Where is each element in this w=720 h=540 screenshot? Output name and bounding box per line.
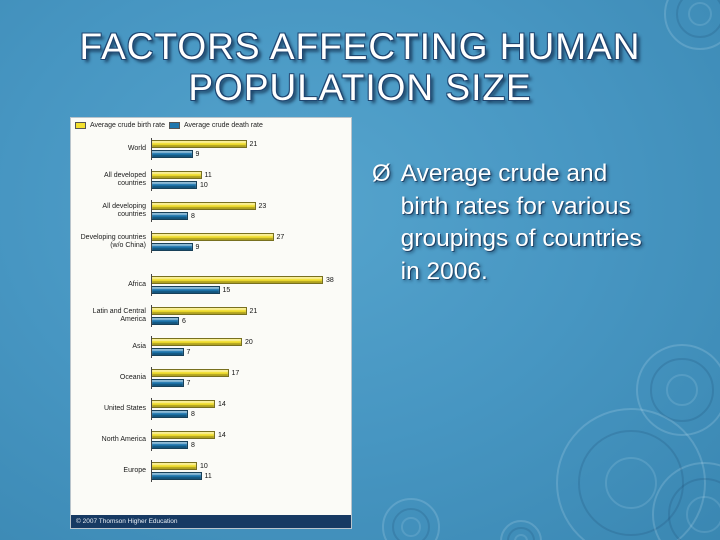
death-rate-bar xyxy=(152,317,179,325)
category-bars: 21 9 xyxy=(151,138,347,160)
death-rate-legend-label: Average crude death rate xyxy=(183,122,263,129)
bar-value-label: 14 xyxy=(218,431,226,439)
category-bars: 27 9 xyxy=(151,231,347,253)
chart-row: Oceania 17 7 xyxy=(75,363,347,393)
birth-rate-bar xyxy=(152,338,242,346)
chart-row: United States 14 8 xyxy=(75,394,347,424)
birth-rate-bar xyxy=(152,400,215,408)
chart-panel: Average crude birth rate Average crude d… xyxy=(70,117,352,529)
category-label: Africa xyxy=(128,280,146,288)
title-line-2: POPULATION SIZE xyxy=(188,67,532,109)
death-rate-bar xyxy=(152,410,188,418)
birth-rate-bar xyxy=(152,369,229,377)
chart-row: Europe 10 11 xyxy=(75,456,347,486)
category-label: All developing countries xyxy=(102,202,146,218)
death-rate-bar xyxy=(152,472,202,480)
death-rate-bar xyxy=(152,348,184,356)
chart-row: All developing countries 23 8 xyxy=(75,196,347,226)
death-rate-bar xyxy=(152,243,193,251)
category-bars: 38 15 xyxy=(151,274,347,296)
category-bars: 11 10 xyxy=(151,169,347,191)
death-rate-bar xyxy=(152,441,188,449)
bullet-item: Ø Average crude and birth rates for vari… xyxy=(372,158,672,288)
ripple-decoration xyxy=(500,520,542,540)
bar-value-label: 14 xyxy=(218,400,226,408)
bar-value-label: 8 xyxy=(191,212,195,220)
chart-row: Africa 38 15 xyxy=(75,270,347,300)
birth-rate-bar xyxy=(152,276,323,284)
category-label: United States xyxy=(103,404,146,412)
birth-rate-bar xyxy=(152,431,215,439)
bar-value-label: 8 xyxy=(191,441,195,449)
category-bars: 10 11 xyxy=(151,460,347,482)
birth-rate-swatch xyxy=(75,122,86,129)
bar-value-label: 7 xyxy=(186,379,191,387)
category-label: Developing countries (w/o China) xyxy=(80,233,146,249)
chart-footer: © 2007 Thomson Higher Education xyxy=(71,515,351,528)
bar-value-label: 21 xyxy=(249,140,258,148)
bar-value-label: 17 xyxy=(231,369,240,377)
bar-value-label: 27 xyxy=(276,233,285,241)
death-rate-bar xyxy=(152,379,184,387)
bar-value-label: 10 xyxy=(200,462,208,470)
bullet-text: Average crude and birth rates for variou… xyxy=(400,160,642,285)
category-label: Europe xyxy=(123,466,146,474)
category-bars: 20 7 xyxy=(151,336,347,358)
category-label: All developed countries xyxy=(103,171,146,187)
ripple-decoration xyxy=(382,498,440,540)
category-bars: 14 8 xyxy=(151,429,347,451)
birth-rate-bar xyxy=(152,233,274,241)
birth-rate-bar xyxy=(152,202,256,210)
bar-value-label: 20 xyxy=(245,338,253,346)
title-line-1: FACTORS AFFECTING HUMAN xyxy=(79,26,641,67)
bar-value-label: 7 xyxy=(186,348,191,356)
death-rate-bar xyxy=(152,212,188,220)
bar-value-label: 9 xyxy=(195,150,200,158)
category-bars: 17 7 xyxy=(151,367,347,389)
chart-row: Latin and Central America 21 6 xyxy=(75,301,347,331)
bar-value-label: 23 xyxy=(258,202,267,210)
category-bars: 23 8 xyxy=(151,200,347,222)
death-rate-bar xyxy=(152,286,220,294)
category-label: Latin and Central America xyxy=(92,307,146,323)
birth-rate-legend-label: Average crude birth rate xyxy=(90,122,165,129)
page-title: FACTORS AFFECTING HUMAN POPULATION SIZE xyxy=(40,26,680,109)
bar-value-label: 8 xyxy=(191,410,195,418)
chart-row: Developing countries (w/o China) 27 9 xyxy=(75,227,347,257)
birth-rate-bar xyxy=(152,171,202,179)
category-label: Asia xyxy=(132,342,146,350)
birth-rate-bar xyxy=(152,307,247,315)
category-bars: 14 8 xyxy=(151,398,347,420)
category-label: World xyxy=(127,144,146,152)
bar-value-label: 21 xyxy=(249,307,258,315)
death-rate-bar xyxy=(152,181,197,189)
chart-row: World 21 9 xyxy=(75,134,347,164)
ripple-decoration xyxy=(664,0,720,50)
bar-value-label: 10 xyxy=(200,181,208,189)
category-bars: 21 6 xyxy=(151,305,347,327)
death-rate-bar xyxy=(152,150,193,158)
bar-value-label: 9 xyxy=(195,243,200,251)
bar-value-label: 38 xyxy=(326,276,334,284)
chart-row: All developed countries 11 10 xyxy=(75,165,347,195)
bar-value-label: 15 xyxy=(222,286,231,294)
bar-value-label: 11 xyxy=(204,472,212,480)
bar-value-label: 11 xyxy=(204,171,212,179)
bar-value-label: 6 xyxy=(182,317,186,325)
chart-row: Asia 20 7 xyxy=(75,332,347,362)
bullet-marker: Ø xyxy=(372,160,391,187)
category-label: North America xyxy=(101,435,146,443)
birth-rate-bar xyxy=(152,140,247,148)
chart-legend: Average crude birth rate Average crude d… xyxy=(75,122,347,129)
chart-rows: World 21 9 All developed countries 11 10 All d… xyxy=(75,134,347,486)
death-rate-swatch xyxy=(168,122,180,129)
birth-rate-bar xyxy=(152,462,197,470)
chart-row: North America 14 8 xyxy=(75,425,347,455)
category-label: Oceania xyxy=(119,373,146,381)
